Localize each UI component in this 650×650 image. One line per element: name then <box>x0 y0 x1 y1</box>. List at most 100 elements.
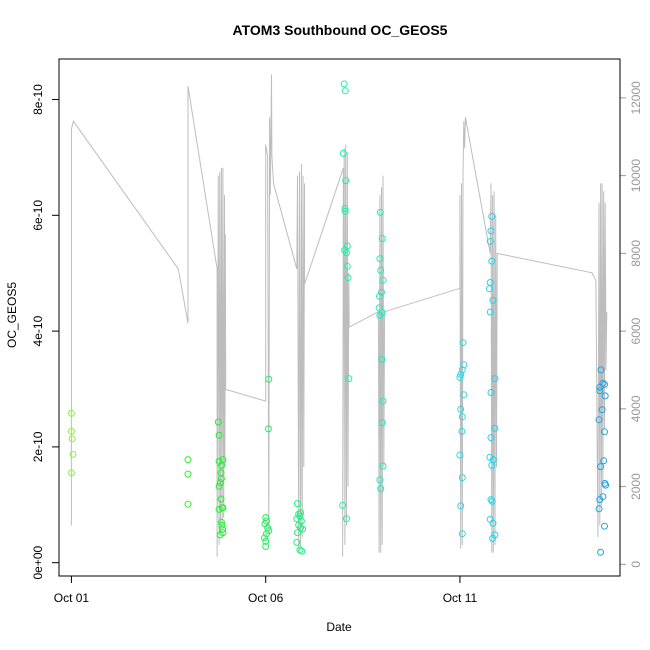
data-point <box>69 450 77 458</box>
data-point <box>294 529 301 537</box>
data-point <box>67 427 75 435</box>
y2-tick-label: 2000 <box>629 473 643 500</box>
data-point <box>217 475 225 483</box>
data-point <box>459 339 467 347</box>
data-point <box>216 479 224 487</box>
data-point <box>378 356 386 363</box>
data-point <box>601 428 608 436</box>
data-point <box>491 424 499 432</box>
data-point <box>378 235 386 242</box>
data-point <box>297 509 305 517</box>
data-point <box>457 502 465 510</box>
data-point <box>376 208 384 216</box>
data-point <box>219 529 227 537</box>
data-point <box>601 522 608 530</box>
points-layer <box>67 80 610 556</box>
data-point <box>265 375 273 383</box>
data-point <box>596 496 604 504</box>
data-point <box>67 409 75 417</box>
y-axis-label: OC_GEOS5 <box>5 282 19 348</box>
data-point <box>217 495 225 503</box>
data-point <box>596 387 604 395</box>
data-point <box>376 255 384 263</box>
data-point <box>184 500 192 508</box>
data-point <box>378 288 385 296</box>
data-point <box>598 406 606 414</box>
data-point <box>379 462 387 470</box>
x-tick-label: Oct 11 <box>443 591 478 605</box>
data-point <box>219 456 227 464</box>
y-tick-label: 8e-10 <box>31 84 45 115</box>
data-point <box>456 373 464 381</box>
data-point <box>299 525 307 533</box>
data-point <box>263 530 270 538</box>
data-point <box>486 285 493 293</box>
data-point <box>460 391 468 399</box>
data-point <box>341 207 349 215</box>
data-point <box>343 515 350 523</box>
data-point <box>215 457 223 465</box>
data-point <box>262 537 270 545</box>
y2-axis: 0 2000 4000 6000 8000 10000 12000 <box>619 81 643 568</box>
data-point <box>378 419 386 427</box>
data-point <box>491 531 499 539</box>
data-point <box>339 501 347 509</box>
data-point <box>341 204 349 212</box>
data-point <box>597 548 605 556</box>
data-point <box>293 538 301 546</box>
data-point <box>184 470 192 478</box>
data-point <box>597 366 605 374</box>
data-point <box>376 476 384 484</box>
data-point <box>601 380 608 388</box>
data-point <box>599 379 607 387</box>
data-point <box>379 397 387 405</box>
data-point <box>488 257 496 265</box>
data-point <box>339 149 347 157</box>
data-point <box>487 496 495 504</box>
plot-frame <box>58 58 621 577</box>
data-point <box>489 519 497 527</box>
x-axis-label: Date <box>326 620 352 634</box>
data-point <box>68 435 76 443</box>
data-point <box>491 375 499 383</box>
data-point <box>486 237 494 245</box>
data-point <box>458 530 466 538</box>
data-point <box>264 425 272 433</box>
y-tick-label: 6e-10 <box>31 200 45 231</box>
y2-tick-label: 6000 <box>629 317 643 344</box>
y-tick-label: 2e-10 <box>31 431 45 462</box>
data-point <box>487 434 495 442</box>
data-point <box>457 405 465 413</box>
data-point <box>262 543 270 550</box>
data-point <box>488 213 496 220</box>
data-point <box>343 249 350 257</box>
data-point <box>344 274 352 282</box>
y2-tick-label: 4000 <box>629 395 643 422</box>
chart-title: ATOM3 Southbound OC_GEOS5 <box>233 22 448 38</box>
y-tick-label: 0e+00 <box>31 546 45 580</box>
data-point <box>458 366 466 374</box>
data-point <box>489 534 497 542</box>
data-point <box>600 457 608 465</box>
data-point <box>456 451 464 459</box>
data-point <box>489 296 497 304</box>
data-point <box>458 413 466 421</box>
data-point <box>597 463 605 471</box>
data-point <box>296 546 304 554</box>
data-point <box>488 461 496 469</box>
data-point <box>345 375 353 383</box>
data-point <box>601 392 609 400</box>
data-point <box>298 547 306 555</box>
data-point <box>376 292 383 300</box>
data-point <box>219 504 227 512</box>
data-point <box>67 469 75 477</box>
data-point <box>184 456 192 464</box>
data-point <box>340 80 348 88</box>
data-point <box>375 304 383 312</box>
data-point <box>379 276 387 284</box>
data-point <box>458 427 466 435</box>
data-point <box>215 482 223 490</box>
data-point <box>343 262 351 270</box>
data-point <box>486 308 494 316</box>
